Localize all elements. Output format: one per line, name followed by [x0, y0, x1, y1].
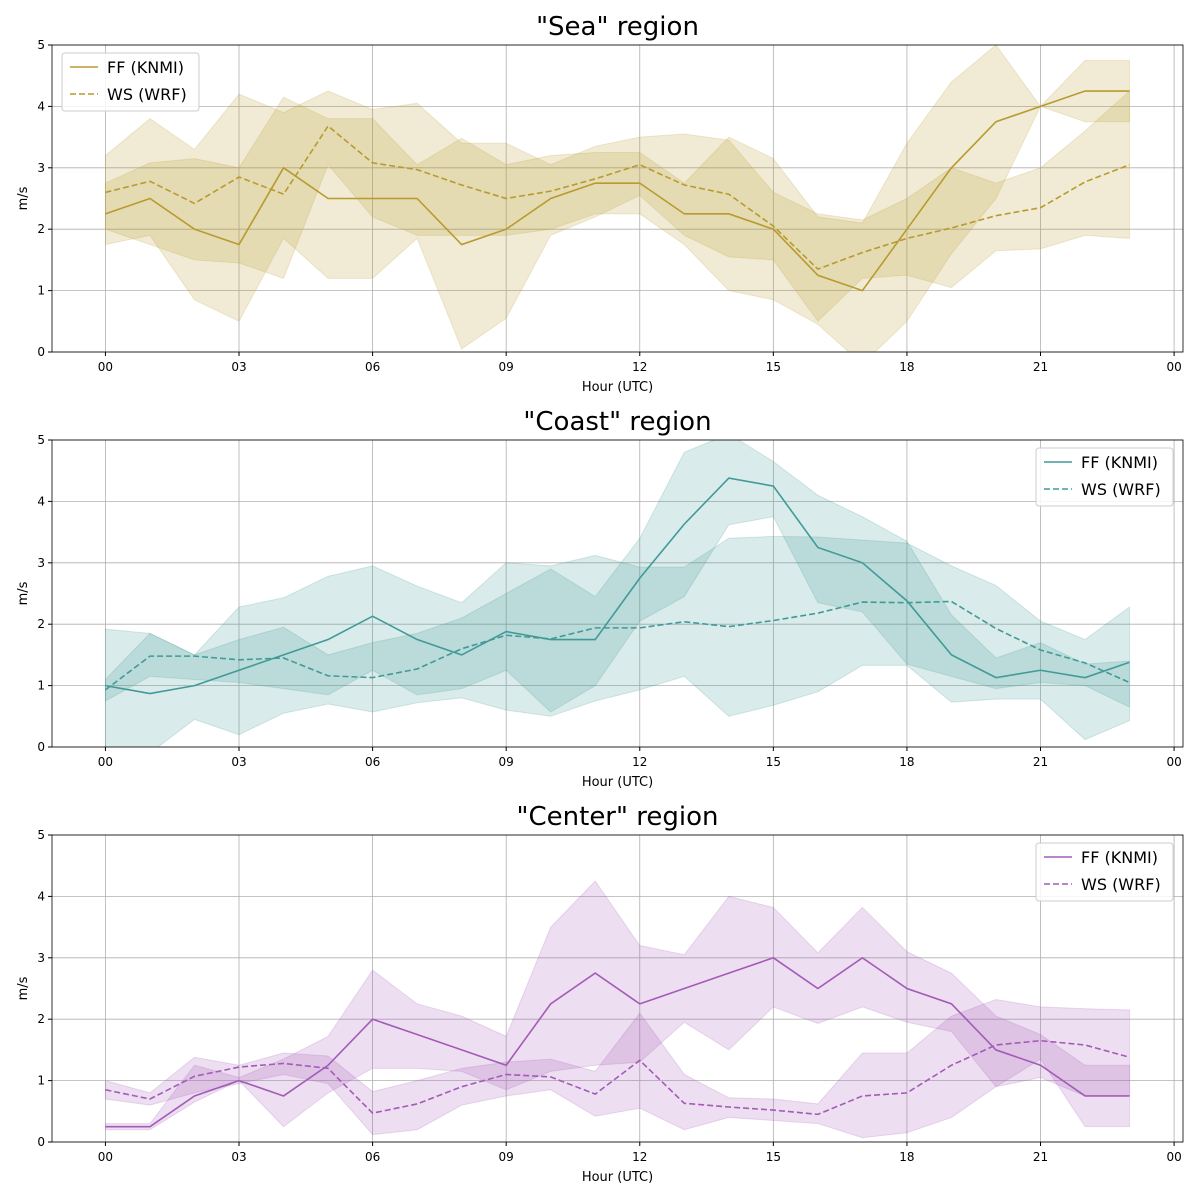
x-tick-label: 18 [899, 755, 914, 769]
x-tick-label: 03 [231, 360, 246, 374]
range-band [104, 535, 1131, 747]
x-tick-label: 00 [98, 360, 113, 374]
x-tick-label: 06 [365, 755, 380, 769]
series-line [105, 1039, 1130, 1116]
range-band [104, 440, 1131, 713]
y-tick-label: 3 [37, 161, 45, 175]
y-tick-label: 4 [37, 494, 45, 508]
axes-frame [51, 834, 1184, 1143]
y-tick-label: 4 [37, 99, 45, 113]
x-tick-label: 00 [1166, 755, 1181, 769]
series-line [105, 90, 1130, 292]
x-axis-label: Hour (UTC) [582, 775, 653, 790]
range-band [104, 999, 1131, 1139]
x-tick-label: 06 [365, 1150, 380, 1164]
plot-area [104, 440, 1131, 747]
legend-label: WS (WRF) [107, 85, 187, 104]
x-tick-label: 15 [766, 755, 781, 769]
legend-label: FF (KNMI) [1081, 848, 1158, 867]
legend-label: FF (KNMI) [107, 58, 184, 77]
x-axis-label: Hour (UTC) [582, 1170, 653, 1185]
series-line [105, 477, 1130, 695]
y-axis-label: m/s [16, 581, 31, 605]
x-tick-label: 09 [499, 360, 514, 374]
range-band [104, 89, 1131, 350]
legend-label: WS (WRF) [1081, 480, 1161, 499]
axes-frame [51, 439, 1184, 748]
y-axis-label: m/s [16, 186, 31, 210]
y-tick-label: 2 [37, 1012, 45, 1026]
plot-area [104, 45, 1131, 352]
x-tick-label: 18 [899, 360, 914, 374]
x-tick-label: 00 [1166, 360, 1181, 374]
x-tick-label: 00 [1166, 1150, 1181, 1164]
x-tick-label: 15 [766, 1150, 781, 1164]
x-tick-label: 09 [499, 755, 514, 769]
legend: FF (KNMI) WS (WRF) [1035, 447, 1174, 507]
x-tick-label: 18 [899, 1150, 914, 1164]
series-line [104, 600, 1130, 691]
y-tick-label: 0 [37, 1135, 45, 1149]
y-tick-label: 4 [37, 889, 45, 903]
x-tick-label: 03 [231, 755, 246, 769]
x-tick-label: 09 [499, 1150, 514, 1164]
chart-title: "Coast" region [523, 407, 711, 437]
y-axis-label: m/s [16, 976, 31, 1000]
y-tick-label: 5 [37, 38, 45, 52]
x-tick-label: 21 [1033, 1150, 1048, 1164]
x-tick-label: 00 [98, 1150, 113, 1164]
y-tick-label: 1 [37, 679, 45, 693]
x-tick-label: 21 [1033, 360, 1048, 374]
x-tick-label: 03 [231, 1150, 246, 1164]
x-tick-label: 12 [632, 360, 647, 374]
y-tick-label: 5 [37, 433, 45, 447]
x-tick-label: 12 [632, 755, 647, 769]
y-tick-label: 1 [37, 284, 45, 298]
legend: FF (KNMI) WS (WRF) [1035, 842, 1174, 902]
y-tick-label: 2 [37, 617, 45, 631]
x-tick-label: 12 [632, 1150, 647, 1164]
axes-frame [51, 44, 1184, 353]
chart-title: "Center" region [517, 802, 719, 832]
y-tick-label: 0 [37, 345, 45, 359]
plot-area [104, 880, 1131, 1139]
x-axis-label: Hour (UTC) [582, 380, 653, 395]
legend: FF (KNMI) WS (WRF) [61, 52, 200, 112]
series-line [105, 124, 1130, 271]
x-tick-label: 15 [766, 360, 781, 374]
series-line [105, 956, 1130, 1128]
y-tick-label: 0 [37, 740, 45, 754]
legend-label: FF (KNMI) [1081, 453, 1158, 472]
x-tick-label: 21 [1033, 755, 1048, 769]
y-tick-label: 3 [37, 951, 45, 965]
y-tick-label: 2 [37, 222, 45, 236]
y-tick-label: 1 [37, 1074, 45, 1088]
x-tick-label: 06 [365, 360, 380, 374]
chart-title: "Sea" region [536, 12, 699, 42]
y-tick-label: 3 [37, 556, 45, 570]
x-tick-label: 00 [98, 755, 113, 769]
legend-label: WS (WRF) [1081, 875, 1161, 894]
y-tick-label: 5 [37, 828, 45, 842]
